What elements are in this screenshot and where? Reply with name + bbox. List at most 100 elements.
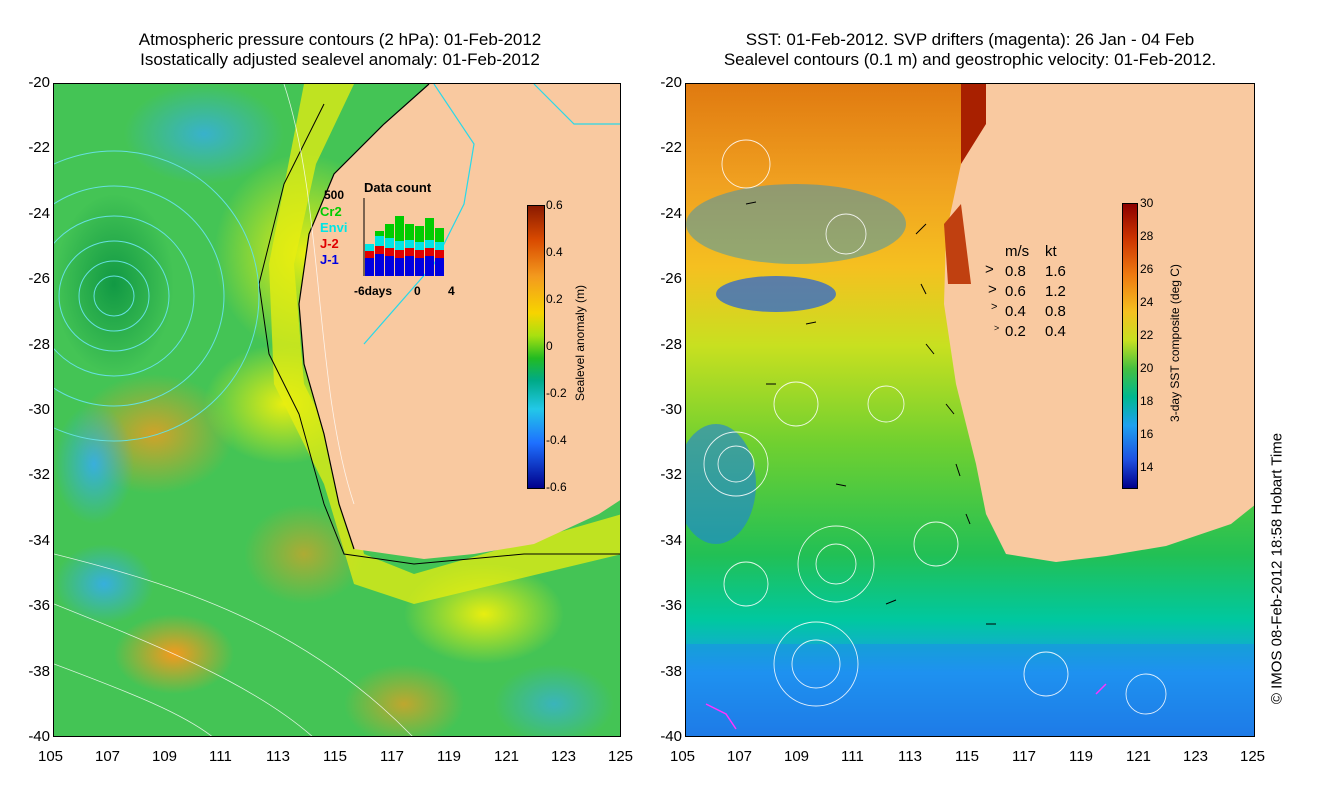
velocity-arrow-icon: > — [988, 281, 997, 298]
latitude-tick-label: -24 — [28, 204, 50, 222]
velocity-row-ms: 0.2 — [1005, 323, 1026, 340]
left-title-line1: Atmospheric pressure contours (2 hPa): 0… — [138, 30, 542, 49]
copyright-notice: © IMOS 08-Feb-2012 18:58 Hobart Time — [1257, 400, 1286, 740]
latitude-tick-label: -26 — [660, 270, 682, 288]
cb-tick: 24 — [1140, 295, 1154, 309]
longitude-tick-label: 107 — [727, 748, 753, 765]
latitude-tick-label: -34 — [28, 531, 50, 549]
latitude-tick-label: -20 — [660, 74, 682, 91]
velocity-row-ms: 0.6 — [1005, 283, 1026, 300]
cb-tick: -0.4 — [546, 433, 567, 447]
cb-tick: 28 — [1140, 229, 1154, 243]
latitude-tick-label: -28 — [28, 335, 50, 353]
latitude-tick-label: -28 — [660, 335, 682, 353]
sst-colorbar — [1122, 203, 1138, 489]
data-count-inset: 500 Data count Cr2 Envi J-2 J-1 -6days 0… — [318, 178, 468, 298]
cb-tick: 16 — [1140, 427, 1154, 441]
data-count-max-label: 500 — [324, 188, 345, 202]
latitude-tick-label: -24 — [660, 204, 682, 222]
sealevel-colorbar — [527, 205, 545, 489]
australia-land-right — [944, 84, 1254, 562]
latitude-tick-label: -38 — [28, 662, 50, 680]
velocity-arrow-icon: > — [985, 261, 994, 278]
longitude-tick-label: 123 — [1183, 748, 1209, 765]
sst-colorbar-label: 3-day SST composite (deg C) — [1168, 264, 1182, 422]
left-title-line2: Isostatically adjusted sealevel anomaly:… — [140, 50, 540, 69]
right-latitude-axis: -20 -22 -24 -26 -28 -30 -32 -34 -36 -38 -40 — [642, 74, 682, 745]
cb-tick: 0.4 — [546, 245, 563, 259]
velocity-arrow-icon: > — [994, 323, 1000, 333]
cb-tick: 30 — [1140, 196, 1154, 210]
data-count-title: Data count — [364, 180, 432, 195]
longitude-tick-label: 115 — [955, 748, 979, 765]
cb-tick: 14 — [1140, 460, 1154, 474]
sealevel-colorbar-label: Sealevel anomaly (m) — [573, 284, 587, 402]
cb-tick: 20 — [1140, 361, 1154, 375]
cb-tick: -0.2 — [546, 386, 567, 400]
cb-tick: 26 — [1140, 262, 1154, 276]
latitude-tick-label: -20 — [28, 74, 50, 91]
data-count-bars — [363, 198, 444, 276]
data-count-x-right: 4 — [448, 284, 455, 298]
latitude-tick-label: -22 — [28, 139, 50, 157]
longitude-tick-label: 107 — [95, 748, 121, 765]
cb-tick: 0 — [546, 339, 553, 353]
sealevel-colorbar-ticks: 0.6 0.4 0.2 0 -0.2 -0.4 -0.6 — [546, 198, 576, 498]
longitude-tick-label: 119 — [437, 748, 461, 765]
longitude-tick-label: 111 — [209, 748, 232, 765]
velocity-legend: m/s kt > 0.8 1.6 > 0.6 1.2 > 0.4 0.8 > 0… — [985, 243, 1085, 353]
left-longitude-axis: 105 107 109 111 113 115 117 119 121 123 125 — [38, 748, 640, 768]
velocity-row-kt: 1.6 — [1045, 263, 1066, 280]
velocity-row-kt: 0.8 — [1045, 303, 1066, 320]
longitude-tick-label: 117 — [380, 748, 404, 765]
latitude-tick-label: -40 — [28, 728, 50, 745]
sst-colorbar-ticks: 30 28 26 24 22 20 18 16 14 — [1140, 196, 1170, 496]
right-map-title: SST: 01-Feb-2012. SVP drifters (magenta)… — [685, 30, 1255, 70]
cb-tick: 0.2 — [546, 292, 563, 306]
velocity-row-kt: 0.4 — [1045, 323, 1066, 340]
velocity-row-kt: 1.2 — [1045, 283, 1066, 300]
latitude-tick-label: -36 — [28, 597, 50, 615]
latitude-tick-label: -22 — [660, 139, 682, 157]
left-map-title: Atmospheric pressure contours (2 hPa): 0… — [60, 30, 620, 70]
cb-tick: 22 — [1140, 328, 1154, 342]
legend-envi: Envi — [320, 220, 348, 235]
longitude-tick-label: 125 — [1240, 748, 1266, 765]
velocity-row-ms: 0.8 — [1005, 263, 1026, 280]
data-count-x-left: -6days — [354, 284, 393, 298]
velocity-header-kt: kt — [1045, 243, 1057, 260]
cb-tick: -0.6 — [546, 480, 567, 494]
copyright-text: © IMOS 08-Feb-2012 18:58 Hobart Time — [1268, 432, 1286, 705]
right-longitude-axis: 105 107 109 111 113 115 117 119 121 123 125 — [670, 748, 1272, 768]
cb-tick: 0.6 — [546, 198, 563, 212]
longitude-tick-label: 109 — [152, 748, 178, 765]
legend-j2: J-2 — [320, 236, 339, 251]
latitude-tick-label: -40 — [660, 728, 682, 745]
latitude-tick-label: -34 — [660, 531, 682, 549]
longitude-tick-label: 121 — [1126, 748, 1152, 765]
longitude-tick-label: 123 — [551, 748, 577, 765]
data-count-x-zero: 0 — [414, 284, 421, 298]
longitude-tick-label: 115 — [323, 748, 347, 765]
latitude-tick-label: -30 — [28, 401, 50, 418]
longitude-tick-label: 113 — [266, 748, 290, 765]
velocity-row-ms: 0.4 — [1005, 303, 1026, 320]
longitude-tick-label: 109 — [784, 748, 810, 765]
right-title-line2: Sealevel contours (0.1 m) and geostrophi… — [723, 50, 1217, 69]
longitude-tick-label: 125 — [608, 748, 634, 765]
velocity-arrow-icon: > — [991, 301, 998, 313]
latitude-tick-label: -36 — [660, 597, 682, 615]
longitude-tick-label: 117 — [1012, 748, 1036, 765]
latitude-tick-label: -32 — [660, 466, 682, 484]
longitude-tick-label: 121 — [494, 748, 520, 765]
longitude-tick-label: 119 — [1069, 748, 1093, 765]
latitude-tick-label: -26 — [28, 270, 50, 288]
latitude-tick-label: -38 — [660, 662, 682, 680]
latitude-tick-label: -30 — [660, 401, 682, 418]
longitude-tick-label: 105 — [670, 748, 696, 765]
velocity-header-ms: m/s — [1005, 243, 1030, 260]
left-latitude-axis: -20 -22 -24 -26 -28 -30 -32 -34 -36 -38 -40 — [10, 74, 50, 745]
sst-map — [685, 83, 1255, 737]
longitude-tick-label: 105 — [38, 748, 64, 765]
longitude-tick-label: 113 — [898, 748, 922, 765]
